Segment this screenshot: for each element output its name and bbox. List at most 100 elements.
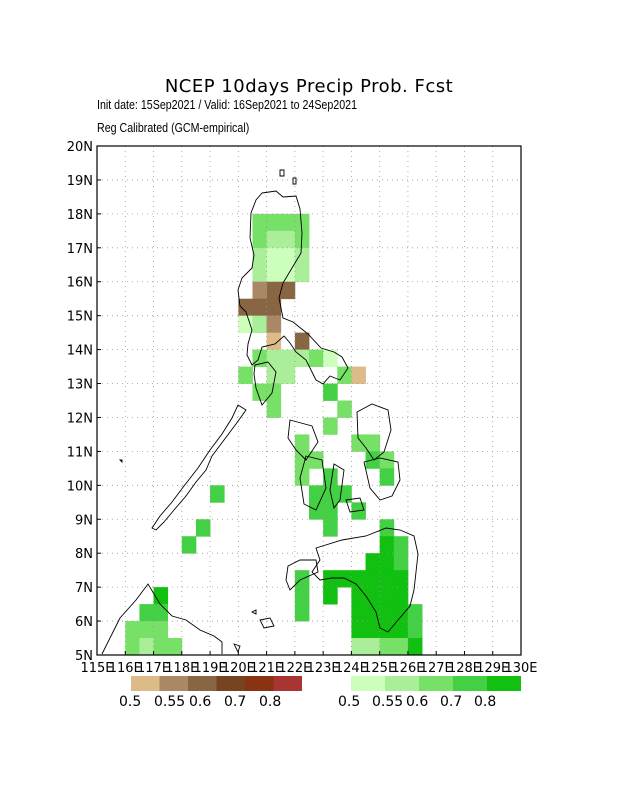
lon-tick-label: 123E [307, 661, 340, 676]
lat-tick-label: 20N [67, 140, 93, 155]
prob-cell [365, 638, 381, 656]
prob-cell [294, 604, 310, 622]
prob-cell [252, 298, 267, 317]
lon-tick-label: 115E [80, 661, 113, 676]
map-frame [96, 145, 522, 656]
prob-cell [139, 621, 154, 639]
prob-cell [153, 638, 169, 656]
prob-cell [294, 247, 310, 266]
lon-tick-label: 120E [222, 661, 255, 676]
prob-cell [365, 604, 381, 622]
lat-tick-label: 8N [75, 547, 93, 562]
prob-cell [153, 621, 169, 639]
prob-cell [323, 587, 338, 605]
prob-cell [139, 638, 154, 656]
legend-tick-label: 0.55 [372, 694, 404, 710]
prob-cell [294, 213, 310, 232]
prob-cell [351, 587, 366, 605]
lon-tick-label: 124E [335, 661, 368, 676]
prob-cell [351, 366, 366, 384]
legend-dry-swatch [159, 676, 188, 691]
prob-cell [294, 230, 310, 249]
prob-cell [337, 570, 352, 588]
prob-cell [266, 332, 282, 350]
lat-tick-label: 7N [75, 581, 93, 596]
prob-cell [323, 570, 338, 588]
prob-cell [153, 587, 169, 605]
lat-tick-label: 14N [67, 344, 93, 359]
lat-tick-label: 5N [75, 649, 93, 664]
legend-tick-label: 0.7 [440, 694, 463, 710]
prob-cell [252, 213, 267, 232]
prob-cell [407, 604, 423, 622]
lon-tick-label: 130E [504, 661, 537, 676]
prob-cell [379, 536, 395, 554]
prob-cell [280, 366, 296, 384]
lon-tick-label: 127E [420, 661, 453, 676]
prob-cell [266, 298, 282, 317]
lon-tick-label: 129E [476, 661, 509, 676]
axis-tick-labels: 5N 6N 7N 8N 9N 10N 11N 12N 13N 14N 15N 16N 17N 18N 19N… [67, 140, 538, 676]
prob-cell [294, 434, 310, 452]
legend-dry-swatch [216, 676, 245, 691]
prob-cell [365, 621, 381, 639]
lat-tick-label: 10N [67, 479, 93, 494]
prob-cell [294, 587, 310, 605]
legend-tick-label: 0.6 [406, 694, 429, 710]
prob-cell [393, 570, 409, 588]
prob-cell [323, 349, 338, 367]
prob-cell [252, 230, 267, 249]
prob-cell [238, 366, 253, 384]
prob-cell [294, 468, 310, 486]
prob-cell [393, 638, 409, 656]
prob-cell [337, 485, 352, 503]
prob-cell [266, 366, 282, 384]
prob-cell [365, 434, 381, 452]
prob-cell [379, 553, 395, 571]
prob-cell [393, 604, 409, 622]
prob-cell [266, 383, 282, 401]
lat-tick-label: 17N [67, 242, 93, 257]
prob-cell [407, 638, 423, 656]
prob-cell [365, 587, 381, 605]
prob-cell [238, 315, 253, 334]
prob-cell [252, 315, 267, 334]
legend-dry-swatch [273, 676, 302, 691]
prob-cell [309, 349, 324, 367]
lat-tick-label: 18N [67, 208, 93, 223]
subtitle-method: Reg Calibrated (GCM-empirical) [97, 120, 250, 135]
lat-tick-label: 11N [67, 445, 93, 460]
lon-tick-label: 122E [278, 661, 311, 676]
prob-cell [379, 587, 395, 605]
prob-cell [379, 468, 395, 486]
prob-cell [266, 315, 282, 334]
legend-wet-swatch [351, 676, 385, 691]
lat-tick-label: 6N [75, 615, 93, 630]
prob-cell [280, 349, 296, 367]
prob-cell [266, 400, 282, 418]
lat-tick-label: 19N [67, 174, 93, 189]
legend-dry-swatch [188, 676, 217, 691]
legend-tick-label: 0.55 [154, 694, 186, 710]
prob-cell [280, 230, 296, 249]
prob-cell [393, 536, 409, 554]
prob-cell [323, 519, 338, 537]
subtitle-dates: Init date: 15Sep2021 / Valid: 16Sep2021 … [97, 97, 358, 112]
legend-tick-label: 0.7 [224, 694, 247, 710]
legend-tick-label: 0.8 [474, 694, 497, 710]
prob-cell [294, 349, 310, 367]
legend-wet-swatch [487, 676, 521, 691]
legend-wet-swatch [453, 676, 487, 691]
legend-bars [131, 676, 521, 691]
prob-cell [379, 570, 395, 588]
lat-tick-label: 13N [67, 378, 93, 393]
prob-cell [393, 621, 409, 639]
prob-cell [266, 213, 282, 232]
legend-tick-label: 0.8 [259, 694, 282, 710]
prob-cell [393, 553, 409, 571]
prob-cell [337, 400, 352, 418]
probability-cells [125, 213, 423, 656]
prob-cell [153, 604, 169, 622]
prob-cell [407, 621, 423, 639]
